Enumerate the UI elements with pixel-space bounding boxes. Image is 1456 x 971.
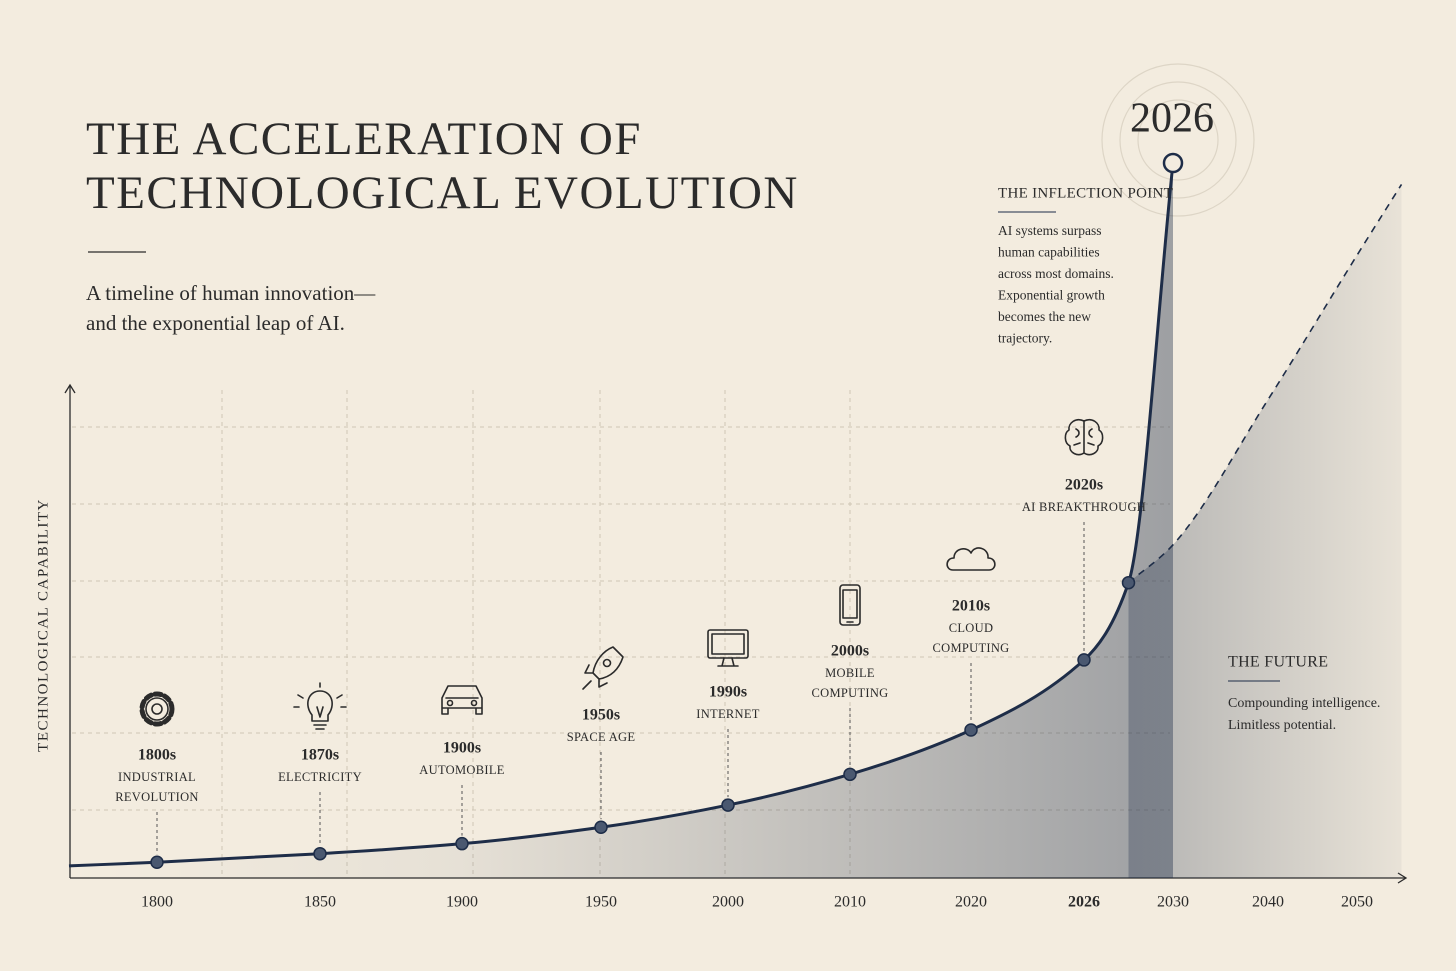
milestone-label: 2010s — [952, 598, 990, 615]
inflection-year: 2026 — [1130, 96, 1214, 142]
x-tick-label: 2020 — [955, 894, 987, 911]
milestone-text: INTERNET — [696, 707, 760, 721]
data-dot — [150, 855, 164, 870]
icon-part — [446, 699, 454, 707]
data-dot — [1077, 653, 1091, 667]
inflection-text: becomes the new — [998, 309, 1091, 324]
future-text: Compounding intelligence. — [1228, 696, 1380, 711]
inflection-text: human capabilities — [998, 245, 1100, 260]
icon-part — [441, 685, 483, 715]
milestone-label: 1990s — [709, 684, 747, 701]
milestone-text: COMPUTING — [932, 641, 1009, 655]
inflection-text: AI systems surpass — [998, 223, 1102, 238]
icon-part — [842, 589, 858, 623]
data-dot — [313, 846, 327, 861]
x-tick-label: 2010 — [834, 894, 866, 911]
icon — [1064, 418, 1104, 456]
title: TECHNOLOGICAL EVOLUTION — [86, 167, 799, 219]
icon-part — [602, 658, 612, 668]
icon-part — [145, 697, 169, 721]
future-title: THE FUTURE — [1228, 654, 1328, 671]
icon — [293, 682, 347, 730]
rings — [1101, 63, 1255, 217]
icon-part — [139, 691, 175, 727]
inflection-text: across most domains. — [998, 266, 1114, 281]
icon — [582, 646, 624, 690]
x-tick-label: 1950 — [585, 894, 617, 911]
data-dot — [1121, 575, 1136, 590]
milestone-label: 1870s — [301, 747, 339, 764]
x-tick-label: 2026 — [1068, 894, 1100, 911]
title: THE ACCELERATION OF — [86, 113, 642, 165]
milestone-label: 1900s — [443, 740, 481, 757]
icon-part — [711, 633, 745, 655]
future-text: Limitless potential. — [1228, 718, 1336, 733]
milestone-text: AI BREAKTHROUGH — [1022, 500, 1146, 514]
milestone-label: 1800s — [138, 747, 176, 764]
icon — [441, 685, 483, 715]
milestone-text: SPACE AGE — [567, 730, 636, 744]
milestone-text: COMPUTING — [811, 686, 888, 700]
x-tick-label: 1800 — [141, 894, 173, 911]
data-dot — [721, 798, 735, 812]
subtitle: and the exponential leap of AI. — [86, 311, 345, 335]
icon — [707, 629, 749, 667]
icon — [946, 547, 996, 571]
icon-part — [946, 547, 996, 571]
projection-line — [1127, 184, 1403, 584]
milestone-label: 2020s — [1065, 477, 1103, 494]
x-tick-label: 2000 — [712, 894, 744, 911]
icon — [839, 584, 861, 626]
subtitle: A timeline of human innovation— — [86, 281, 376, 305]
inflection-title: THE INFLECTION POINT — [998, 185, 1173, 201]
icon-part — [307, 690, 333, 722]
inflection-text: trajectory. — [998, 331, 1052, 346]
peak-dot — [1162, 152, 1184, 174]
x-tick-label: 2030 — [1157, 894, 1189, 911]
data-dot — [964, 723, 978, 737]
x-tick-label: 2040 — [1252, 894, 1284, 911]
data-dot — [455, 836, 469, 851]
milestone-text: MOBILE — [825, 666, 875, 680]
x-tick-label: 1850 — [304, 894, 336, 911]
data-dot — [843, 767, 857, 782]
data-dot — [594, 820, 608, 834]
icon-part — [582, 646, 624, 690]
x-tick-label: 1900 — [446, 894, 478, 911]
icon-part — [717, 657, 739, 667]
milestone-text: AUTOMOBILE — [419, 763, 504, 777]
icon-part — [839, 584, 861, 626]
area-shade — [68, 163, 1174, 878]
milestone-text: INDUSTRIAL — [118, 770, 196, 784]
milestone-text: CLOUD — [949, 621, 994, 635]
icon-part — [470, 699, 478, 707]
icon — [139, 691, 175, 727]
milestone-text: ELECTRICITY — [278, 770, 362, 784]
area-shade — [1128, 184, 1402, 878]
x-tick-label: 2050 — [1341, 894, 1373, 911]
milestone-text: REVOLUTION — [115, 790, 199, 804]
icon-part — [707, 629, 749, 659]
icon-part — [293, 682, 347, 730]
y-axis-label: TECHNOLOGICAL CAPABILITY — [35, 498, 51, 752]
icon-part — [151, 703, 163, 715]
milestone-label: 2000s — [831, 643, 869, 660]
icon-part — [1064, 418, 1104, 456]
inflection-text: Exponential growth — [998, 288, 1105, 303]
milestone-label: 1950s — [582, 707, 620, 724]
